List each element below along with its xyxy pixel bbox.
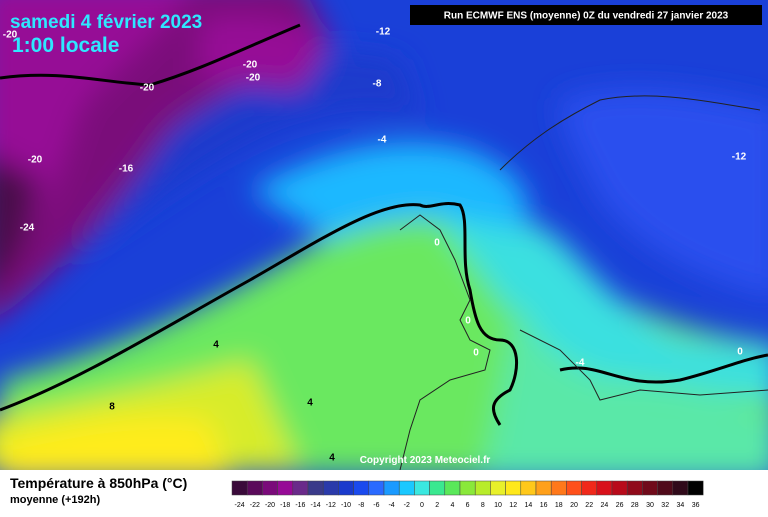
time-title: 1:00 locale [12, 34, 119, 57]
legend-swatch [642, 480, 658, 496]
contour-label: -16 [119, 164, 134, 175]
contour-label: -4 [378, 135, 387, 146]
legend-label: 2 [435, 502, 439, 509]
contour-label: -20 [28, 155, 43, 166]
legend-label: 10 [494, 502, 502, 509]
contour-label: 0 [465, 316, 471, 327]
legend-label: 12 [509, 502, 517, 509]
legend-swatch [398, 480, 415, 496]
legend-swatch [429, 480, 446, 496]
contour-label: -12 [376, 27, 391, 38]
contour-label: 8 [109, 402, 115, 413]
contour-label: 4 [329, 453, 335, 464]
legend-label: 28 [631, 502, 639, 509]
contour-label: -20 [243, 60, 258, 71]
contour-label: -4 [576, 358, 585, 369]
contour [0, 23, 768, 426]
legend-swatch [626, 480, 643, 496]
legend-swatch [535, 480, 552, 496]
legend-swatch [231, 480, 248, 496]
legend-label: 24 [601, 502, 609, 509]
legend-label: 6 [466, 502, 470, 509]
legend-swatch [520, 480, 537, 496]
legend-label: -22 [250, 502, 260, 509]
legend-swatch [550, 480, 567, 496]
legend-swatch [490, 480, 506, 496]
legend-swatch [277, 480, 294, 496]
contour-label: -20 [246, 73, 261, 84]
legend-label: 34 [677, 502, 685, 509]
legend-label: 14 [525, 502, 533, 509]
legend-swatch [246, 480, 263, 496]
legend-swatch [459, 480, 476, 496]
legend-label: 16 [540, 502, 548, 509]
legend-label: -8 [358, 502, 364, 509]
legend-label: 32 [661, 502, 669, 509]
coastline [399, 95, 768, 470]
legend-label: -6 [373, 502, 379, 509]
contour-label: -20 [140, 83, 155, 94]
contour-label: -12 [732, 152, 747, 163]
legend-swatch [292, 480, 309, 496]
legend-label: 30 [646, 502, 654, 509]
contour-label: -24 [20, 223, 35, 234]
legend-swatch [566, 480, 582, 496]
date-title: samedi 4 février 2023 [10, 12, 202, 33]
legend-swatch [474, 480, 491, 496]
run-box [410, 5, 762, 25]
legend-label: -4 [388, 502, 394, 509]
legend-swatch [414, 480, 430, 496]
contour-label: -8 [373, 79, 382, 90]
legend-label: -24 [235, 502, 245, 509]
legend-swatch [353, 480, 370, 496]
legend-swatch [444, 480, 461, 496]
legend-swatch [505, 480, 522, 496]
legend-label: -18 [280, 502, 290, 509]
contour-label: -20 [3, 30, 18, 41]
legend-swatch [262, 480, 278, 496]
footer-title: Température à 850hPa (°C) [10, 475, 187, 491]
run-info: Run ECMWF ENS (moyenne) 0Z du vendredi 2… [444, 11, 729, 22]
contour-label: 4 [213, 340, 219, 351]
legend-swatch [322, 480, 339, 496]
legend-swatch [338, 480, 354, 496]
copyright: Copyright 2023 Meteociel.fr [360, 455, 491, 466]
contour-label: 0 [434, 238, 440, 249]
legend-swatch [368, 480, 385, 496]
legend-label: 26 [616, 502, 624, 509]
legend-swatch [672, 480, 689, 496]
legend-swatch [687, 480, 704, 496]
legend-label: -12 [326, 502, 336, 509]
legend-label: 18 [555, 502, 563, 509]
contour-label: 4 [307, 398, 313, 409]
legend-label: 0 [420, 502, 424, 509]
map: -20 -12 -20 -20 -20 -8 -4 -20 -16 -12 -2… [0, 0, 768, 470]
legend-label: 22 [585, 502, 593, 509]
legend-swatch [657, 480, 674, 496]
legend-label: 8 [481, 502, 485, 509]
legend-label: -20 [265, 502, 275, 509]
legend-label: 36 [692, 502, 700, 509]
legend-label: 4 [450, 502, 454, 509]
legend-swatch [596, 480, 613, 496]
legend: -24 -22 -20 -18 -16 -14 -12 -10 -8 -6 -4 -2 0 2 4 6 8 10 1… [231, 480, 704, 509]
legend-label: -14 [311, 502, 321, 509]
legend-swatch [581, 480, 598, 496]
legend-label: 20 [570, 502, 578, 509]
legend-label: -2 [404, 502, 410, 509]
contour-label: 0 [737, 347, 743, 358]
legend-label: -16 [295, 502, 305, 509]
legend-swatch [307, 480, 324, 496]
legend-swatch [611, 480, 628, 496]
footer-subtitle: moyenne (+192h) [10, 494, 101, 506]
legend-swatch [383, 480, 400, 496]
legend-label: -10 [341, 502, 351, 509]
contour-label: 0 [473, 348, 479, 359]
